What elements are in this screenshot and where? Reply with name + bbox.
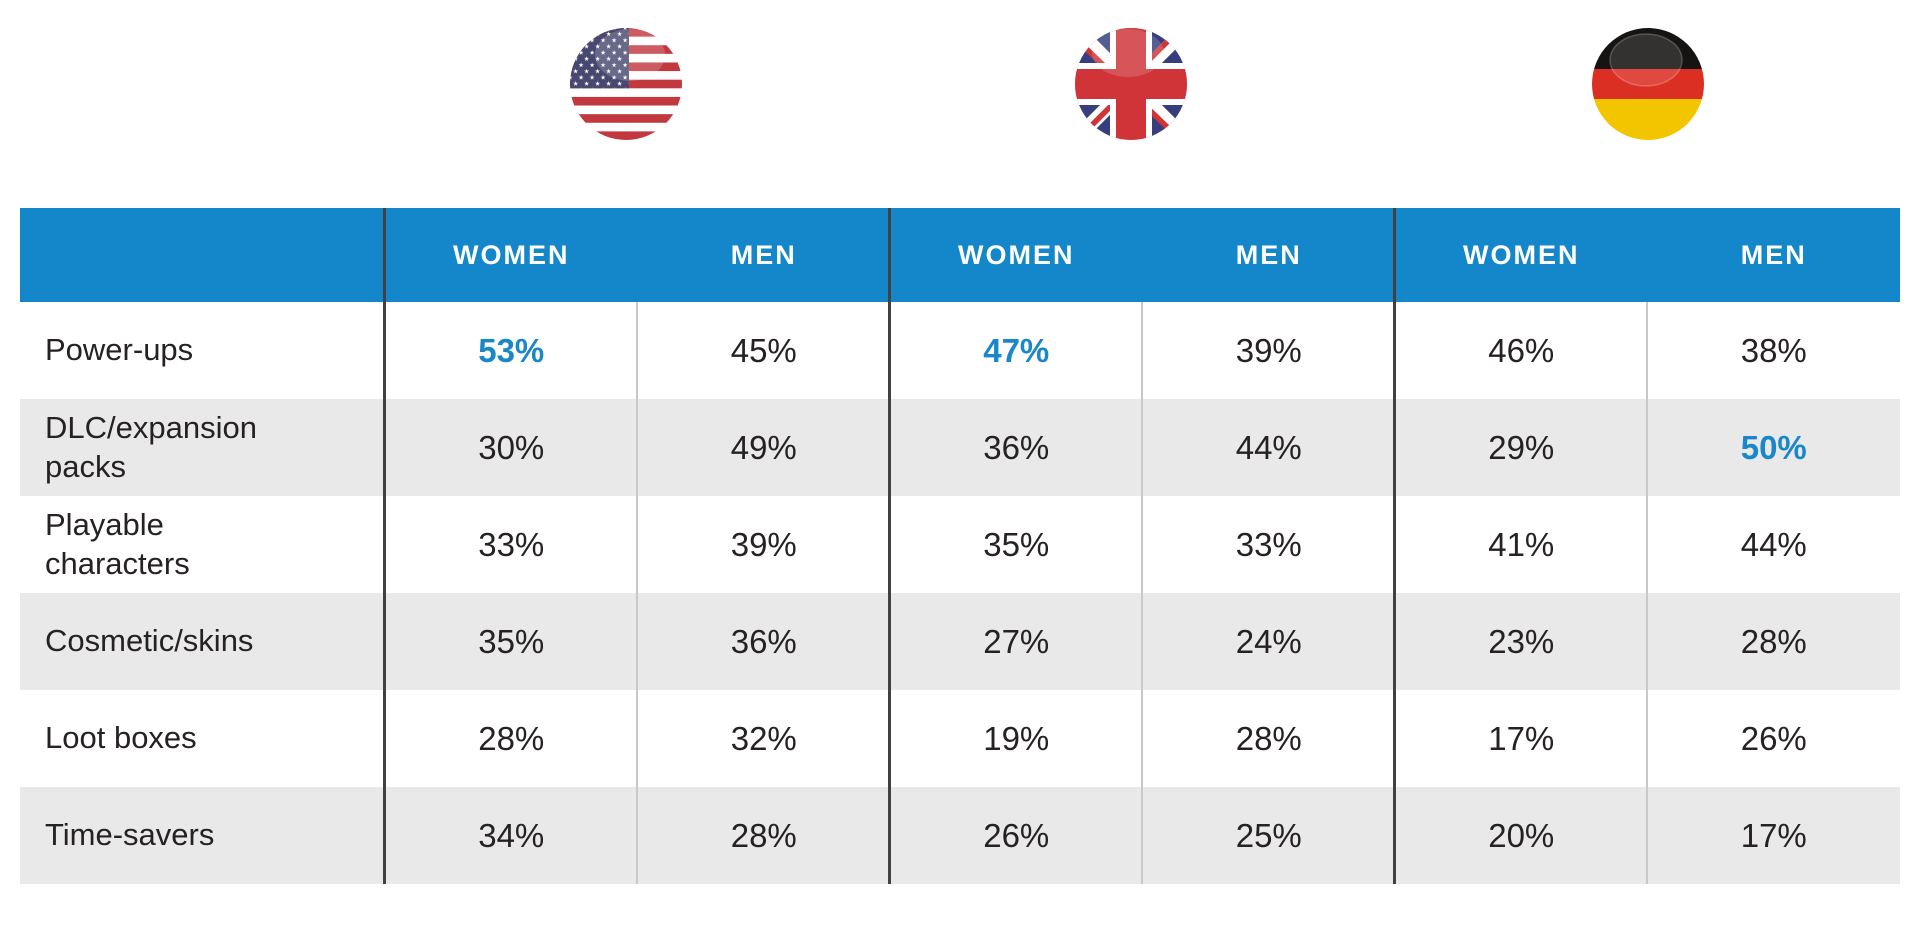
row-label: Playable characters (45, 507, 190, 581)
header-us-men: MEN (730, 239, 797, 270)
value-cell: 53% (478, 331, 545, 369)
table-header-row: WOMEN MEN WOMEN MEN WOMEN MEN (20, 208, 1900, 302)
value-cell: 23% (1488, 622, 1555, 660)
value-cell: 44% (1235, 428, 1302, 466)
value-cell: 35% (478, 622, 545, 660)
value-cell: 28% (478, 719, 545, 757)
value-cell: 39% (1235, 331, 1302, 369)
table-row: Power-ups 53% 45% 47% 39% 46% 38% (20, 302, 1900, 399)
value-cell: 33% (1235, 525, 1302, 563)
value-cell: 36% (983, 428, 1050, 466)
table-row: Playable characters 33% 39% 35% 33% 41% … (20, 496, 1900, 593)
header-de-men: MEN (1740, 239, 1807, 270)
value-cell: 45% (730, 331, 797, 369)
table-row: Time-savers 34% 28% 26% 25% 20% 17% (20, 787, 1900, 884)
value-cell: 34% (478, 816, 545, 854)
divider-light (1646, 302, 1648, 884)
value-cell: 49% (730, 428, 797, 466)
divider-light (1141, 302, 1143, 884)
value-cell: 44% (1740, 525, 1807, 563)
value-cell: 28% (1235, 719, 1302, 757)
value-cell: 24% (1235, 622, 1302, 660)
row-label: Loot boxes (45, 720, 197, 756)
divider-dark (888, 208, 891, 884)
row-label: Cosmetic/skins (45, 623, 254, 659)
value-cell: 28% (730, 816, 797, 854)
value-cell: 29% (1488, 428, 1555, 466)
value-cell: 20% (1488, 816, 1555, 854)
value-cell: 50% (1740, 428, 1807, 466)
value-cell: 41% (1488, 525, 1555, 563)
value-cell: 47% (983, 331, 1050, 369)
header-de-women: WOMEN (1463, 239, 1580, 270)
header-uk-men: MEN (1235, 239, 1302, 270)
row-label: Power-ups (45, 332, 194, 368)
value-cell: 36% (730, 622, 797, 660)
value-cell: 19% (983, 719, 1050, 757)
value-cell: 30% (478, 428, 545, 466)
table-row: Cosmetic/skins 35% 36% 27% 24% 23% 28% (20, 593, 1900, 690)
value-cell: 38% (1740, 331, 1807, 369)
value-cell: 17% (1740, 816, 1807, 854)
uk-flag-icon (1075, 28, 1187, 140)
value-cell: 17% (1488, 719, 1555, 757)
divider-dark (383, 208, 386, 884)
germany-flag-icon (1592, 28, 1704, 140)
divider-dark (1393, 208, 1396, 884)
purchases-table: WOMEN MEN WOMEN MEN WOMEN MEN Power-ups … (20, 208, 1900, 884)
value-cell: 46% (1488, 331, 1555, 369)
header-cell-empty (20, 208, 385, 302)
value-cell: 25% (1235, 816, 1302, 854)
usa-flag-icon (570, 28, 682, 140)
table-row: DLC/expansion packs 30% 49% 36% 44% 29% … (20, 399, 1900, 496)
value-cell: 27% (983, 622, 1050, 660)
row-label: DLC/expansion packs (45, 410, 257, 484)
header-us-women: WOMEN (453, 239, 570, 270)
value-cell: 26% (983, 816, 1050, 854)
value-cell: 33% (478, 525, 545, 563)
value-cell: 35% (983, 525, 1050, 563)
value-cell: 39% (730, 525, 797, 563)
value-cell: 26% (1740, 719, 1807, 757)
table-row: Loot boxes 28% 32% 19% 28% 17% 26% (20, 690, 1900, 787)
header-uk-women: WOMEN (958, 239, 1075, 270)
row-label: Time-savers (45, 817, 215, 853)
value-cell: 28% (1740, 622, 1807, 660)
value-cell: 32% (730, 719, 797, 757)
divider-light (636, 302, 638, 884)
